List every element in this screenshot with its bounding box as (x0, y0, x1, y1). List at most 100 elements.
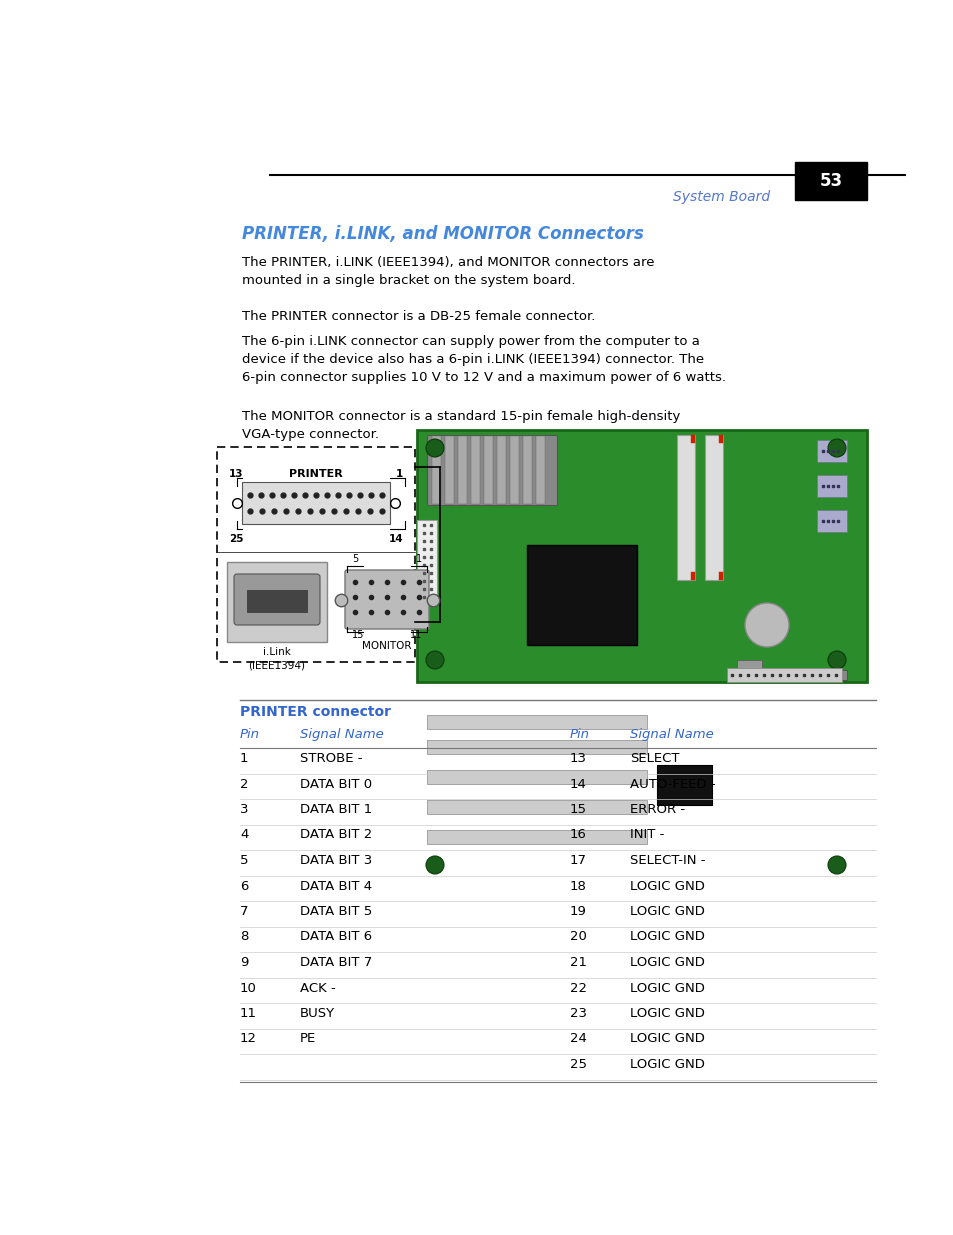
Text: 11: 11 (240, 1007, 256, 1020)
Text: ERROR -: ERROR - (629, 803, 684, 816)
Text: 11: 11 (410, 630, 421, 640)
Text: 7: 7 (240, 905, 248, 918)
Bar (726, 671, 846, 680)
Text: 17: 17 (569, 853, 586, 867)
Text: 3: 3 (240, 803, 248, 816)
Bar (457, 436, 467, 504)
Text: 24: 24 (569, 1032, 586, 1046)
Bar (444, 436, 454, 504)
Text: LOGIC GND: LOGIC GND (629, 1058, 704, 1071)
Text: LOGIC GND: LOGIC GND (629, 930, 704, 944)
Bar (816, 510, 846, 532)
Bar (427, 769, 646, 784)
Text: 1: 1 (395, 469, 402, 479)
Text: Signal Name: Signal Name (299, 727, 383, 741)
Bar (471, 436, 479, 504)
Bar (704, 435, 722, 580)
Text: The PRINTER connector is a DB-25 female connector.: The PRINTER connector is a DB-25 female … (242, 310, 595, 324)
Text: 18: 18 (569, 879, 586, 893)
Text: 13: 13 (229, 469, 243, 479)
Text: 15: 15 (569, 803, 586, 816)
Text: LOGIC GND: LOGIC GND (629, 1032, 704, 1046)
Bar (690, 572, 695, 580)
Text: SELECT: SELECT (629, 752, 679, 764)
Bar (432, 436, 440, 504)
Text: DATA BIT 2: DATA BIT 2 (299, 829, 372, 841)
Text: PRINTER, i.LINK, and MONITOR Connectors: PRINTER, i.LINK, and MONITOR Connectors (242, 225, 643, 243)
Bar (216, 447, 415, 662)
Text: DATA BIT 1: DATA BIT 1 (299, 803, 372, 816)
Text: INIT -: INIT - (629, 829, 663, 841)
Text: BUSY: BUSY (299, 1007, 335, 1020)
Bar (427, 715, 646, 729)
Text: 20: 20 (569, 930, 586, 944)
Text: System Board: System Board (672, 190, 769, 204)
Bar (483, 436, 493, 504)
Bar (427, 435, 557, 505)
Text: PE: PE (299, 1032, 315, 1046)
Text: 6: 6 (240, 879, 248, 893)
Text: 9: 9 (240, 956, 248, 969)
Bar (526, 545, 637, 645)
Bar (816, 475, 846, 496)
Text: Pin: Pin (240, 727, 260, 741)
Text: (IEEE1394): (IEEE1394) (248, 659, 305, 671)
Bar (719, 435, 722, 443)
Text: 5: 5 (240, 853, 248, 867)
Text: 22: 22 (569, 982, 586, 994)
Text: The PRINTER, i.LINK (IEEE1394), and MONITOR connectors are
mounted in a single b: The PRINTER, i.LINK (IEEE1394), and MONI… (242, 256, 654, 287)
Text: Signal Name: Signal Name (629, 727, 713, 741)
Text: SELECT-IN -: SELECT-IN - (629, 853, 705, 867)
Text: The MONITOR connector is a standard 15-pin female high-density
VGA-type connecto: The MONITOR connector is a standard 15-p… (242, 410, 679, 441)
Circle shape (426, 856, 443, 874)
Text: i.Link: i.Link (263, 647, 291, 657)
Text: LOGIC GND: LOGIC GND (629, 982, 704, 994)
Text: 19: 19 (569, 905, 586, 918)
Circle shape (827, 651, 845, 669)
Circle shape (426, 651, 443, 669)
Text: Pin: Pin (569, 727, 589, 741)
Text: 4: 4 (240, 829, 248, 841)
Bar (690, 435, 695, 443)
Text: 23: 23 (569, 1007, 586, 1020)
Bar (794, 162, 866, 200)
Text: 15: 15 (352, 630, 364, 640)
Text: 16: 16 (569, 829, 586, 841)
Circle shape (426, 438, 443, 457)
Text: LOGIC GND: LOGIC GND (629, 879, 704, 893)
Text: MONITOR: MONITOR (362, 641, 412, 651)
Text: DATA BIT 7: DATA BIT 7 (299, 956, 372, 969)
Text: 14: 14 (569, 778, 586, 790)
Text: 10: 10 (240, 982, 256, 994)
Text: 1: 1 (240, 752, 248, 764)
Bar (522, 436, 532, 504)
Bar (497, 436, 505, 504)
Bar (677, 435, 695, 580)
Text: STROBE -: STROBE - (299, 752, 362, 764)
Text: 13: 13 (569, 752, 586, 764)
Bar (536, 436, 544, 504)
Text: DATA BIT 5: DATA BIT 5 (299, 905, 372, 918)
Text: LOGIC GND: LOGIC GND (629, 1007, 704, 1020)
Text: 2: 2 (240, 778, 248, 790)
Circle shape (827, 438, 845, 457)
Bar (427, 830, 646, 844)
Text: PRINTER connector: PRINTER connector (240, 705, 391, 719)
Text: LOGIC GND: LOGIC GND (629, 956, 704, 969)
Bar (416, 520, 436, 605)
Bar (227, 562, 327, 642)
Text: ACK -: ACK - (299, 982, 335, 994)
Text: 12: 12 (240, 1032, 256, 1046)
Bar (510, 436, 518, 504)
Bar (657, 764, 711, 805)
Text: 5: 5 (352, 555, 358, 564)
Text: DATA BIT 4: DATA BIT 4 (299, 879, 372, 893)
Text: DATA BIT 3: DATA BIT 3 (299, 853, 372, 867)
Bar (719, 572, 722, 580)
Bar (242, 482, 390, 524)
Text: 14: 14 (388, 534, 402, 543)
Bar (427, 740, 646, 755)
FancyBboxPatch shape (345, 571, 429, 629)
FancyBboxPatch shape (233, 574, 319, 625)
Bar (427, 800, 646, 814)
